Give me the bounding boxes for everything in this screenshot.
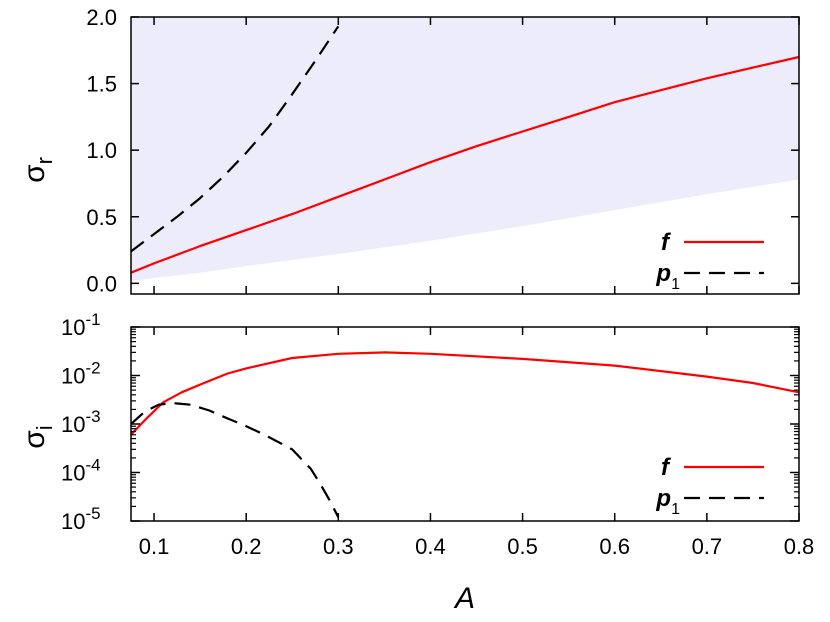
bottom-y-tick-label: 10-3 — [61, 407, 101, 437]
top-y-tick-label: 1.0 — [86, 138, 117, 163]
bottom-legend-label-p: p1 — [655, 485, 680, 518]
bottom-series-group — [130, 351, 800, 518]
bottom-y-axis-label: σi — [18, 425, 57, 448]
bottom-x-ticks: 0.1 0.2 0.3 0.4 0.5 0.6 0.7 0.8 — [139, 327, 815, 559]
top-y-tick-label: 0.5 — [86, 205, 117, 230]
top-y-axis-label: σr — [18, 157, 57, 183]
bottom-x-tick-label: 0.7 — [692, 534, 723, 559]
top-y-tick-label: 0.0 — [86, 271, 117, 296]
bottom-x-tick-label: 0.2 — [231, 534, 262, 559]
bottom-y-tick-label: 10-2 — [61, 359, 101, 389]
bottom-y-tick-label: 10-5 — [61, 504, 101, 534]
top-y-tick-label: 1.5 — [86, 72, 117, 97]
bottom-x-tick-label: 0.8 — [784, 534, 815, 559]
top-legend-label-p: p1 — [655, 260, 680, 293]
top-series-group — [130, 25, 800, 274]
top-series-p1 — [130, 25, 340, 253]
top-series-f — [130, 55, 800, 274]
top-x-ticks — [153, 17, 800, 294]
bottom-panel: 10-510-410-310-210-1 0.1 0.2 0.3 0.4 0.5 0.6 0… — [18, 310, 814, 615]
bottom-x-tick-label: 0.4 — [415, 534, 446, 559]
x-axis-label: A — [453, 582, 475, 615]
bottom-x-tick-label: 0.1 — [139, 534, 170, 559]
top-plot-frame — [130, 16, 800, 295]
bottom-legend: f p1 — [655, 454, 764, 518]
bottom-x-tick-label: 0.5 — [507, 534, 538, 559]
top-legend: f p1 — [655, 229, 764, 293]
bottom-x-tick-label: 0.6 — [599, 534, 630, 559]
top-y-ticks: 0.0 0.5 1.0 1.5 2.0 — [86, 5, 799, 296]
bottom-y-ticks: 10-5 10-4 10-3 10-2 10-1 — [61, 310, 799, 534]
top-legend-label-f: f — [661, 229, 671, 256]
bottom-x-tick-label: 0.3 — [323, 534, 354, 559]
bottom-series-f — [130, 351, 800, 436]
bottom-y-tick-label: 10-4 — [61, 456, 101, 486]
bottom-series-p1 — [130, 402, 340, 518]
top-shaded-band — [131, 17, 799, 281]
top-panel: 0.0 0.5 1.0 1.5 2.0 σr f p1 — [18, 5, 800, 296]
top-y-tick-label: 2.0 — [86, 5, 117, 30]
bottom-y-tick-label: 10-1 — [61, 310, 101, 340]
bottom-legend-label-f: f — [661, 454, 671, 481]
